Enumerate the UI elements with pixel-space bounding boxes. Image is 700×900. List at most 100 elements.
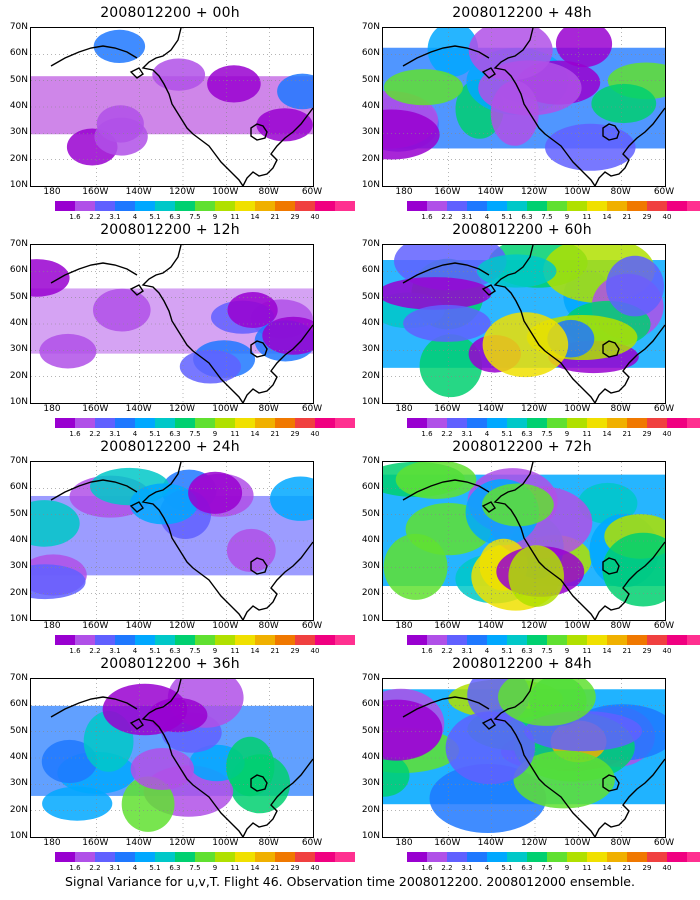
colorbar-swatch xyxy=(567,852,587,862)
latitude-tick-label: 50N xyxy=(361,291,380,302)
colorbar-label: 40 xyxy=(662,213,672,221)
colorbar-swatch xyxy=(587,201,607,211)
colorbar-label: 7.5 xyxy=(189,430,201,438)
colorbar-label: 6.3 xyxy=(521,213,533,221)
colorbar-label: 14 xyxy=(250,213,260,221)
colorbar-swatch xyxy=(527,852,547,862)
colorbar-swatch xyxy=(115,635,135,645)
colorbar-swatch xyxy=(587,635,607,645)
coastline xyxy=(402,245,665,403)
longitude-tick-label: 120W xyxy=(168,621,196,631)
colorbar-label: 3.1 xyxy=(461,430,473,438)
colorbar-label: 6.3 xyxy=(521,864,533,872)
colorbar-label: 29 xyxy=(290,864,300,872)
colorbar-swatch xyxy=(607,201,627,211)
longitude-tick-label: 60W xyxy=(301,404,323,414)
latitude-tick-label: 30N xyxy=(361,561,380,572)
colorbar-label: 5.1 xyxy=(501,213,513,221)
longitude-tick-label: 60W xyxy=(301,621,323,631)
longitude-tick-label: 160W xyxy=(82,404,109,414)
map-panel: 2008012200 + 72h 70N 60N 50N 40N 30N 20N 10N 180… xyxy=(352,439,700,655)
latitude-tick-label: 10N xyxy=(361,397,380,407)
longitude-tick-label: 60W xyxy=(653,187,675,197)
longitude-tick-label: 100W xyxy=(564,404,591,414)
colorbar-label: 14 xyxy=(250,647,260,655)
colorbar-swatch xyxy=(547,418,567,428)
longitude-tick-label: 60W xyxy=(653,404,675,414)
latitude-tick-label: 20N xyxy=(9,370,28,381)
latitude-tick-label: 30N xyxy=(9,561,28,572)
colorbar-swatch xyxy=(527,635,547,645)
colorbar-swatch xyxy=(687,418,700,428)
colorbar-label: 1.6 xyxy=(69,864,81,872)
colorbar-label: 2.2 xyxy=(89,864,101,872)
colorbar-label: 2.2 xyxy=(441,647,453,655)
longitude-tick-label: 80W xyxy=(258,187,279,197)
longitude-tick-label: 180 xyxy=(43,621,61,631)
colorbar-label: 5.1 xyxy=(149,864,161,872)
colorbar-swatch xyxy=(215,852,235,862)
longitude-tick-label: 100W xyxy=(564,187,591,197)
colorbar-swatch xyxy=(155,635,175,645)
latitude-tick-label: 70N xyxy=(361,239,380,249)
colorbar-label: 11 xyxy=(582,864,592,872)
latitude-tick-label: 60N xyxy=(9,48,28,59)
colorbar-label: 3.1 xyxy=(461,864,473,872)
colorbar-label: 1.6 xyxy=(421,430,433,438)
coastline xyxy=(402,679,665,837)
colorbar-swatch xyxy=(295,418,315,428)
colorbar-swatch xyxy=(607,418,627,428)
colorbar-label: 5.1 xyxy=(501,430,513,438)
colorbar-swatch xyxy=(467,418,487,428)
colorbar-label: 3.1 xyxy=(109,430,121,438)
latitude-tick-label: 40N xyxy=(361,101,380,111)
latitude-tick-label: 70N xyxy=(9,239,28,249)
map-panel: 2008012200 + 24h 70N 60N 50N 40N 30N 20N 10N 180… xyxy=(0,439,355,655)
variance-map xyxy=(30,678,314,838)
latitude-tick-label: 30N xyxy=(361,127,380,138)
variance-map xyxy=(30,244,314,404)
variance-map xyxy=(30,27,314,187)
colorbar-label: 21 xyxy=(622,213,632,221)
colorbar-label: 11 xyxy=(582,213,592,221)
colorbar-label: 29 xyxy=(290,213,300,221)
latitude-tick-label: 20N xyxy=(361,587,380,598)
variance-map xyxy=(382,678,666,838)
latitude-tick-label: 40N xyxy=(9,535,28,545)
colorbar-label: 11 xyxy=(230,430,240,438)
colorbar-swatch xyxy=(527,418,547,428)
coastline xyxy=(50,28,313,186)
colorbar-label: 21 xyxy=(270,864,280,872)
latitude-tick-label: 70N xyxy=(361,456,380,466)
latitude-tick-label: 70N xyxy=(9,456,28,466)
latitude-tick-label: 40N xyxy=(9,318,28,328)
longitude-tick-label: 80W xyxy=(258,838,279,848)
colorbar-label: 3.1 xyxy=(461,213,473,221)
colorbar-swatch xyxy=(407,201,427,211)
longitude-tick-label: 100W xyxy=(212,838,239,848)
colorbar-label: 40 xyxy=(310,647,320,655)
colorbar-label: 29 xyxy=(290,647,300,655)
colorbar-swatch xyxy=(547,201,567,211)
colorbar-label: 4 xyxy=(484,864,490,872)
colorbar-swatch xyxy=(315,635,335,645)
longitude-tick-label: 80W xyxy=(610,404,631,414)
colorbar-label: 40 xyxy=(310,864,320,872)
longitude-tick-label: 120W xyxy=(168,404,196,414)
longitude-tick-label: 60W xyxy=(301,187,323,197)
colorbar-swatch xyxy=(627,418,647,428)
colorbar-label: 9 xyxy=(212,430,218,438)
latitude-tick-label: 10N xyxy=(9,614,28,624)
colorbar-label: 5.1 xyxy=(149,647,161,655)
colorbar-label: 9 xyxy=(564,430,570,438)
colorbar-swatch xyxy=(215,201,235,211)
variance-map xyxy=(382,244,666,404)
colorbar-label: 3.1 xyxy=(461,647,473,655)
colorbar-swatch xyxy=(255,201,275,211)
colorbar-swatch xyxy=(467,201,487,211)
colorbar-label: 5.1 xyxy=(501,864,513,872)
colorbar-label: 1.6 xyxy=(421,864,433,872)
longitude-tick-label: 120W xyxy=(168,838,196,848)
colorbar-label: 11 xyxy=(582,430,592,438)
colorbar-label: 4 xyxy=(132,864,138,872)
